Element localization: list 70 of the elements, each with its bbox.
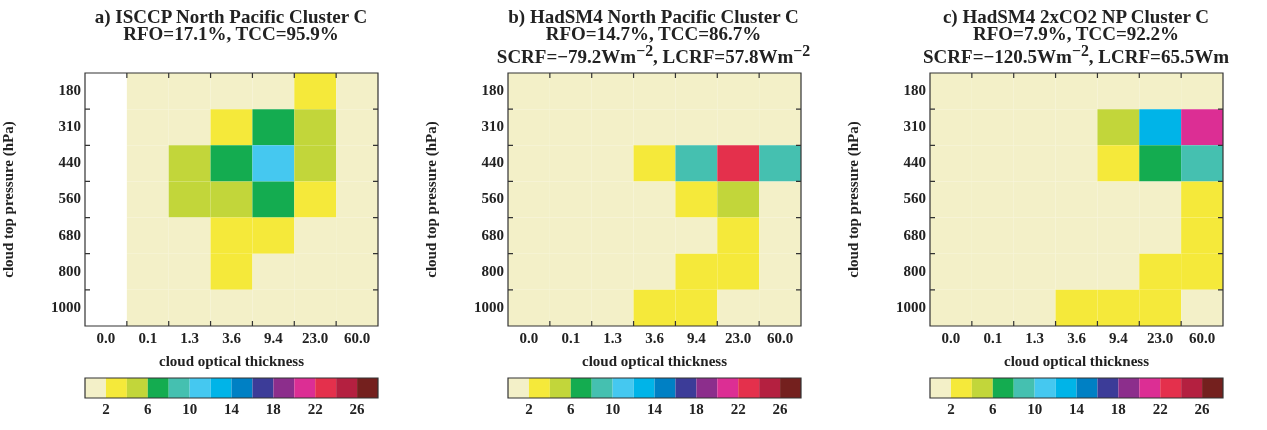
- x-tick-label: 1.3: [180, 329, 200, 346]
- x-tick-label: 23.0: [1147, 329, 1174, 346]
- color-bar-label: 10: [1027, 401, 1043, 418]
- x-tick-label: 0.1: [983, 329, 1003, 346]
- y-tick-label: 800: [58, 262, 81, 279]
- y-tick-label: 310: [481, 118, 504, 135]
- color-bar-label: 18: [1110, 401, 1126, 418]
- color-bar-label: 6: [144, 401, 153, 418]
- x-tick-label: 0.0: [519, 329, 538, 346]
- color-bar-label: 2: [524, 401, 533, 418]
- x-tick-label: 1.3: [1025, 329, 1045, 346]
- x-tick-label: 60.0: [1188, 329, 1216, 346]
- y-tick-label: 310: [58, 118, 81, 135]
- y-tick-label: 680: [481, 226, 504, 243]
- y-axis-title: cloud top pressure (hPa): [422, 121, 440, 278]
- y-tick-label: 310: [903, 118, 926, 135]
- color-bar-label: 22: [307, 401, 323, 418]
- x-tick-label: 0.1: [560, 329, 580, 346]
- x-tick-label: 3.6: [222, 329, 242, 346]
- color-bar-label: 2: [102, 401, 110, 418]
- y-axis-title: cloud top pressure (hPa): [844, 121, 862, 278]
- color-bar-label: 22: [730, 401, 746, 418]
- y-tick-label: 1000: [51, 298, 81, 315]
- color-bar-label: 14: [1069, 401, 1085, 418]
- y-tick-label: 440: [481, 154, 504, 171]
- y-tick-label: 560: [481, 190, 504, 207]
- x-tick-label: 60.0: [343, 329, 371, 346]
- x-tick-label: 9.4: [686, 329, 706, 346]
- color-bar-label: 10: [182, 401, 198, 418]
- y-tick-label: 800: [903, 262, 926, 279]
- x-axis-title: cloud optical thickness: [581, 352, 727, 369]
- y-tick-label: 560: [58, 190, 81, 207]
- x-tick-label: 9.4: [263, 329, 284, 346]
- y-tick-label: 180: [58, 81, 81, 98]
- color-bar-label: 26: [772, 401, 788, 418]
- x-tick-label: 3.6: [644, 329, 664, 346]
- x-tick-label: 0.1: [138, 329, 158, 346]
- y-tick-label: 440: [58, 154, 81, 171]
- color-bar-label: 26: [349, 401, 366, 418]
- x-tick-label: 23.0: [724, 329, 751, 346]
- y-axis-title: cloud top pressure (hPa): [0, 121, 17, 278]
- y-tick-label: 1000: [473, 298, 504, 315]
- color-bar-label: 14: [224, 401, 240, 418]
- color-bar-label: 26: [1194, 401, 1211, 418]
- y-tick-label: 440: [903, 154, 926, 171]
- color-bar-label: 18: [265, 401, 281, 418]
- x-tick-label: 60.0: [766, 329, 793, 346]
- y-tick-label: 180: [903, 81, 926, 98]
- color-bar-label: 22: [1152, 401, 1168, 418]
- color-bar-label: 6: [989, 401, 998, 418]
- x-tick-label: 23.0: [302, 329, 329, 346]
- color-bar-label: 2: [947, 401, 955, 418]
- x-axis-title: cloud optical thickness: [1003, 352, 1150, 369]
- color-bar-label: 6: [566, 401, 575, 418]
- color-bar-label: 10: [604, 401, 620, 418]
- x-tick-label: 0.0: [941, 329, 961, 346]
- y-tick-label: 680: [58, 226, 81, 243]
- x-tick-label: 0.0: [96, 329, 116, 346]
- color-bar-label: 14: [646, 401, 662, 418]
- y-tick-label: 180: [481, 81, 504, 98]
- chart-title: b) HadSM4 North Pacific Cluster C: [507, 6, 800, 27]
- y-tick-label: 800: [481, 262, 504, 279]
- x-tick-label: 9.4: [1108, 329, 1129, 346]
- x-tick-label: 3.6: [1067, 329, 1087, 346]
- x-tick-label: 1.3: [602, 329, 622, 346]
- color-bar-label: 18: [688, 401, 704, 418]
- y-tick-label: 680: [903, 226, 926, 243]
- y-tick-label: 1000: [896, 298, 926, 315]
- x-axis-title: cloud optical thickness: [158, 352, 305, 369]
- y-tick-label: 560: [903, 190, 926, 207]
